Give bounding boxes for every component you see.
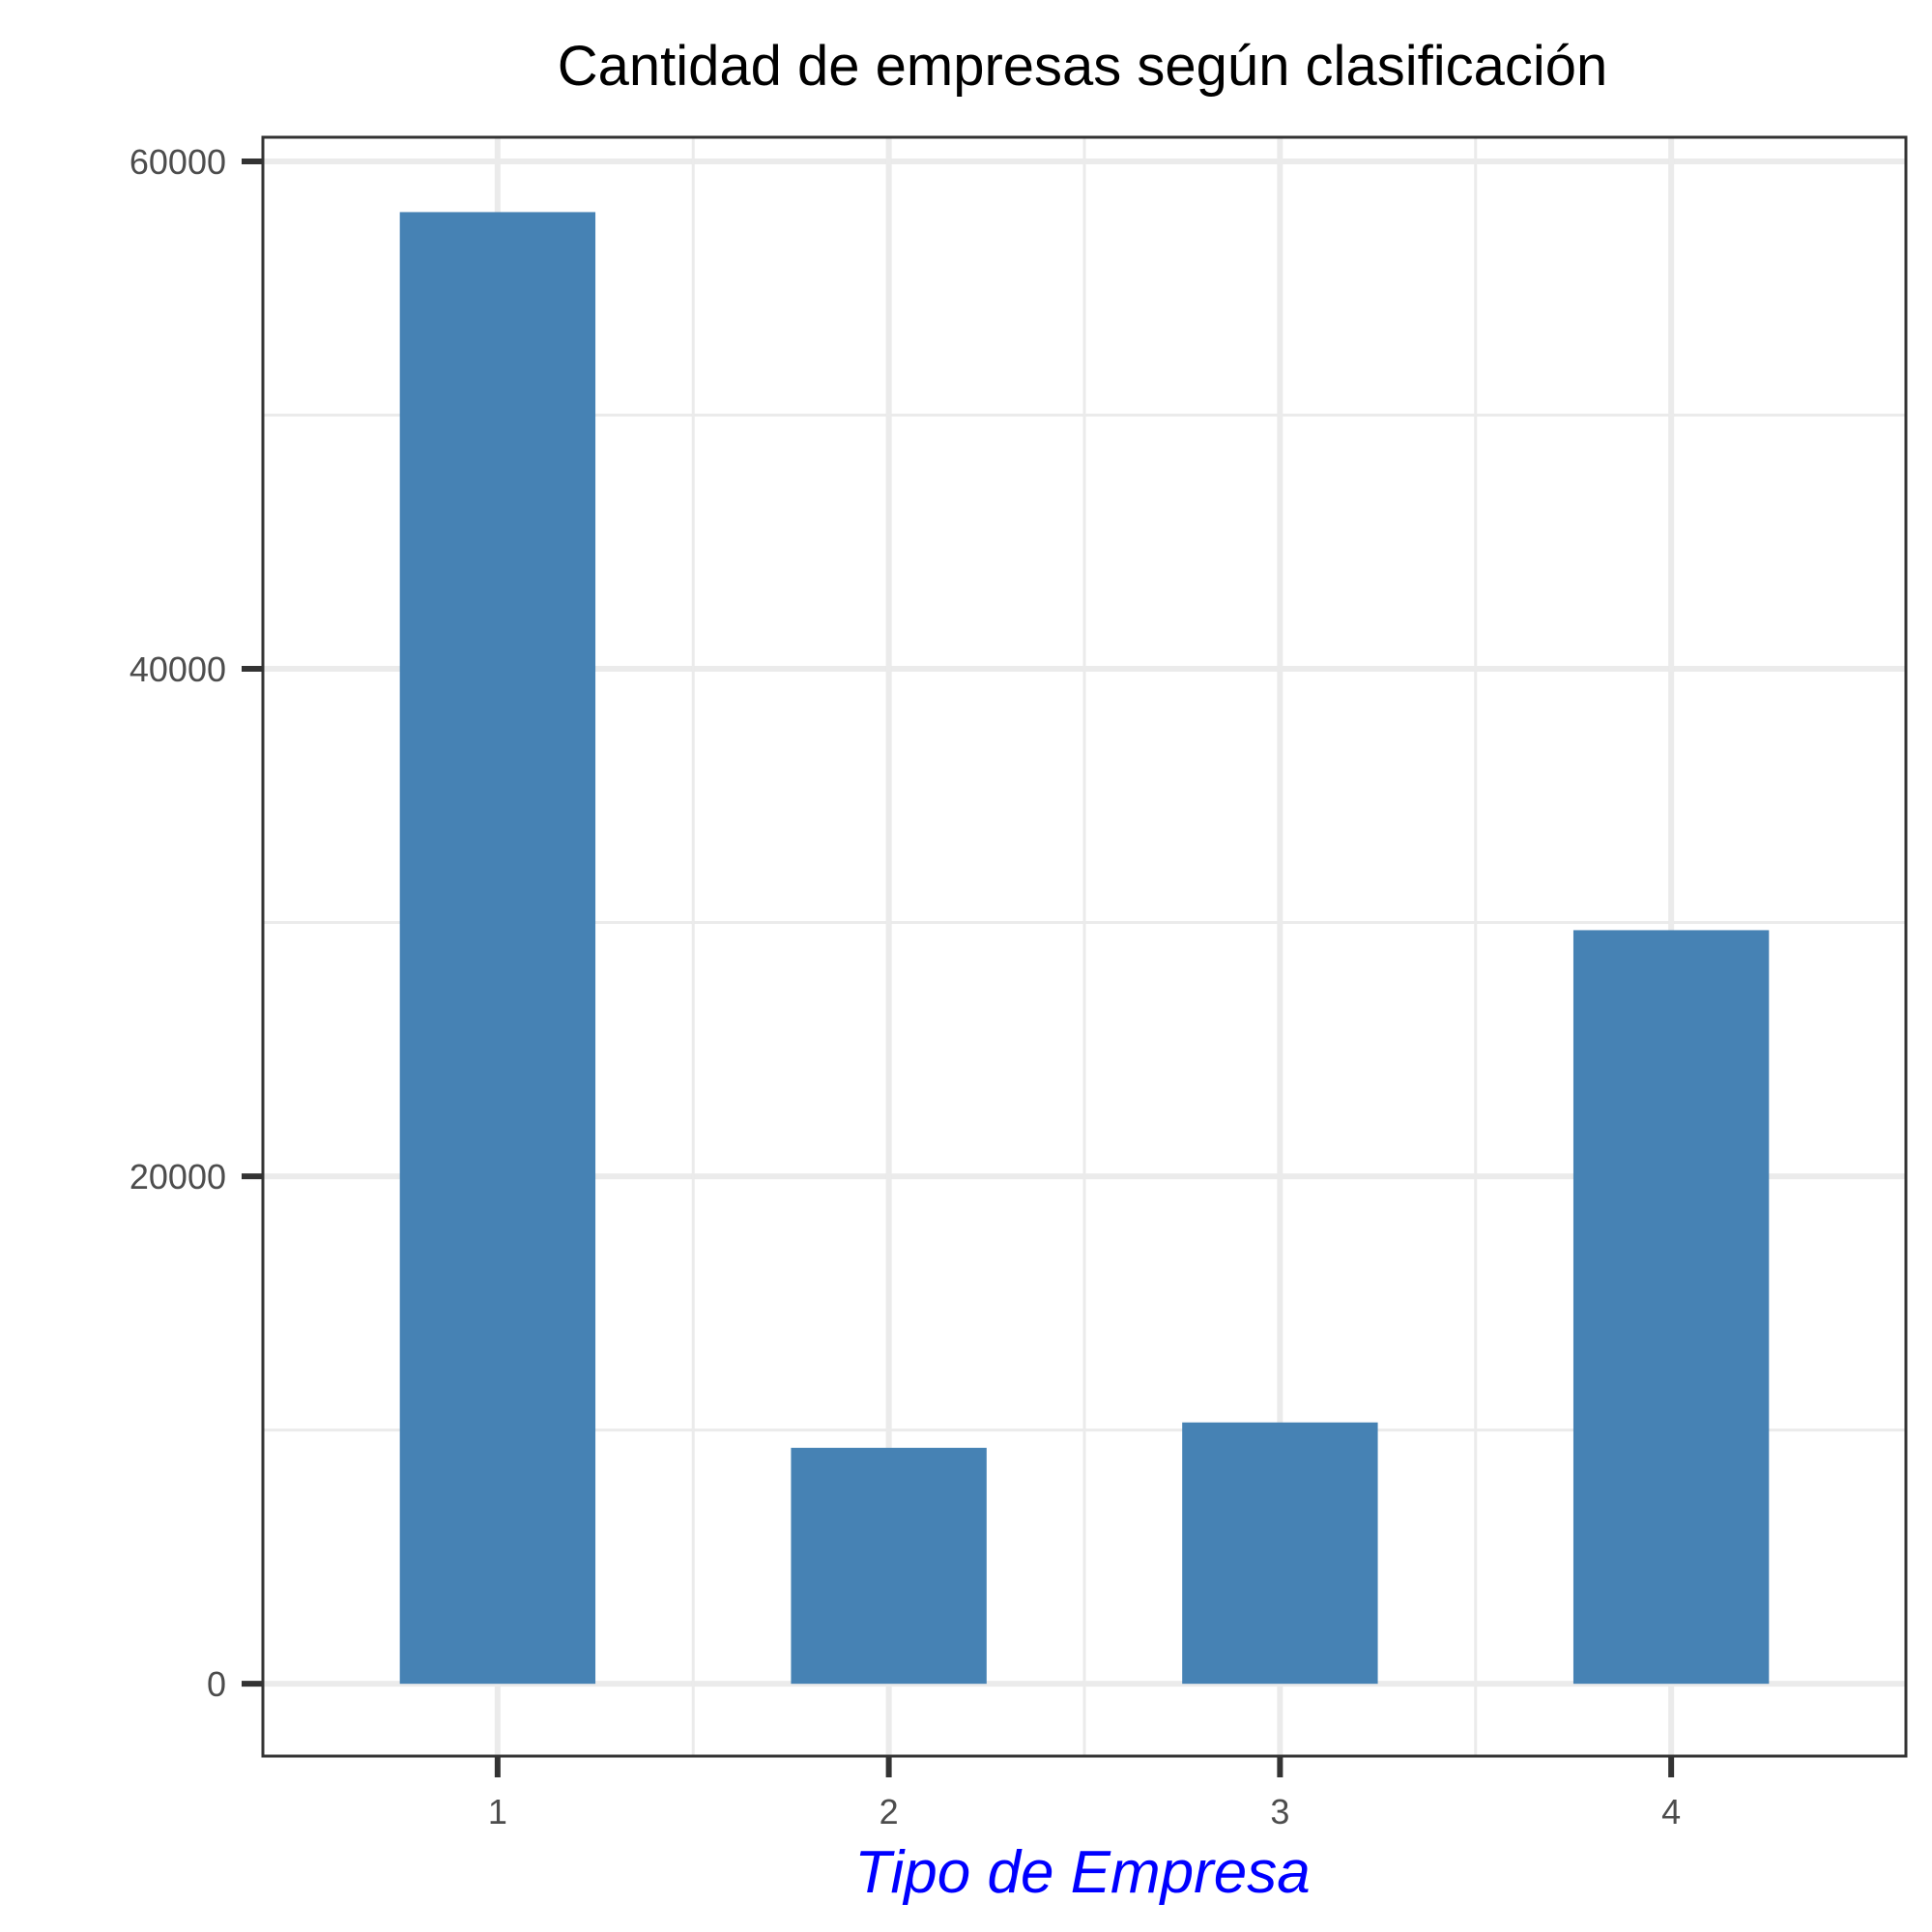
chart-title: Cantidad de empresas según clasificación (558, 35, 1608, 98)
bar-1 (399, 212, 596, 1685)
y-tick-label: 0 (207, 1664, 226, 1704)
y-tick-label: 40000 (130, 649, 226, 689)
bar-3 (1182, 1422, 1378, 1685)
bar-4 (1572, 930, 1770, 1685)
x-axis: 1 2 3 4 (488, 1756, 1681, 1831)
bars (399, 212, 1770, 1685)
plot-panel-border (261, 135, 1908, 1758)
x-tick-label: 1 (488, 1792, 507, 1831)
x-tick-label: 3 (1270, 1792, 1289, 1831)
x-axis-label: Tipo de Empresa (854, 1839, 1311, 1906)
bar-2 (791, 1448, 987, 1685)
x-tick-label: 4 (1661, 1792, 1681, 1831)
y-axis: 0 20000 40000 60000 (130, 142, 263, 1704)
x-tick-label: 2 (879, 1792, 899, 1831)
y-tick-label: 60000 (130, 142, 226, 182)
y-tick-label: 20000 (130, 1157, 226, 1197)
